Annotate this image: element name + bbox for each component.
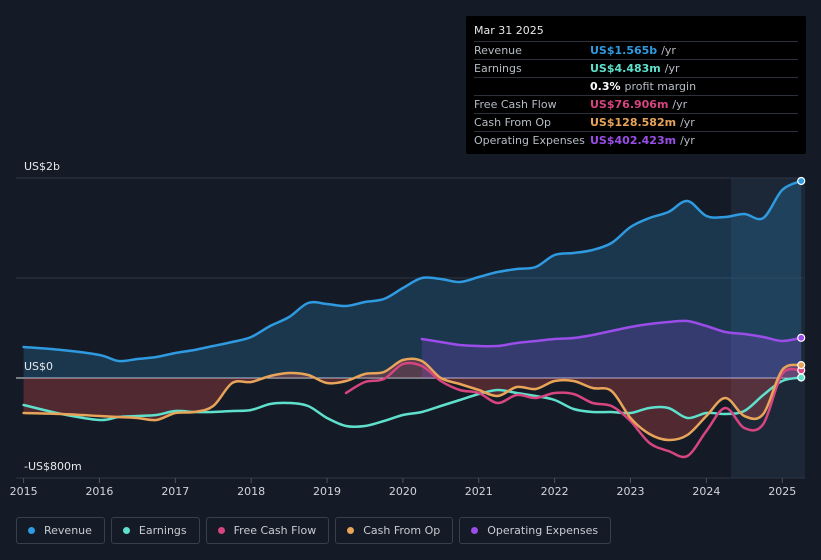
tooltip-row: Earnings US$4.483m/yr xyxy=(474,60,798,78)
free-cash-flow-line xyxy=(344,361,803,459)
cash-from-op-area xyxy=(23,358,802,441)
tooltip-label: Cash From Op xyxy=(474,116,552,129)
x-tick-label: 2022 xyxy=(541,485,569,498)
operating-expenses-area xyxy=(421,320,802,378)
y-label-bottom: -US$800m xyxy=(24,460,82,473)
tooltip-unit: profit margin xyxy=(624,80,697,93)
tooltip-row: Free Cash Flow US$76.906m/yr xyxy=(474,96,798,114)
tooltip-label: Free Cash Flow xyxy=(474,98,557,111)
tooltip-row: Revenue US$1.565b/yr xyxy=(474,42,798,60)
legend-dot-icon xyxy=(347,527,355,534)
legend-dot-icon xyxy=(217,527,225,534)
x-tick-label: 2019 xyxy=(313,485,341,498)
y-label-zero: US$0 xyxy=(24,360,54,373)
legend-label: Revenue xyxy=(44,524,92,537)
tooltip-label: Revenue xyxy=(474,44,522,57)
operating-expenses-line xyxy=(420,319,803,348)
tooltip-label xyxy=(474,78,590,95)
revenue-area xyxy=(23,181,802,378)
series-lines xyxy=(22,179,803,459)
tooltip-label: Earnings xyxy=(474,62,522,75)
tooltip-value: US$128.582m xyxy=(590,116,677,129)
series-endpoints xyxy=(797,176,806,382)
x-axis: 2015 2016 2017 2018 2019 2020 2021 2022 2023 2024… xyxy=(10,478,796,498)
earnings-endpoint xyxy=(797,373,806,382)
tooltip-row: Operating Expenses US$402.423m/yr xyxy=(474,132,798,149)
legend-dot-icon xyxy=(28,527,35,534)
data-tooltip: Mar 31 2025 Revenue US$1.565b/yr Earnings U… xyxy=(466,16,806,154)
x-tick-label: 2016 xyxy=(85,485,113,498)
x-tick-label: 2017 xyxy=(161,485,189,498)
x-tick-label: 2021 xyxy=(465,485,493,498)
tooltip-unit: /yr xyxy=(664,62,680,75)
cash-from-op-line xyxy=(22,357,803,442)
legend-label: Free Cash Flow xyxy=(233,524,317,537)
x-tick-label: 2023 xyxy=(617,485,645,498)
legend-item-cash-from-op[interactable]: Cash From Op xyxy=(335,517,454,544)
legend-item-free-cash-flow[interactable]: Free Cash Flow xyxy=(205,517,330,544)
tooltip-row: 0.3% profit margin xyxy=(474,78,798,96)
tooltip-date: Mar 31 2025 xyxy=(474,24,798,42)
legend-item-revenue[interactable]: Revenue xyxy=(16,517,105,544)
tooltip-value: US$76.906m xyxy=(590,98,669,111)
revenue-endpoint xyxy=(797,176,806,186)
legend: Revenue Earnings Free Cash Flow Cash From O… xyxy=(16,517,617,544)
tooltip-unit: /yr xyxy=(680,116,695,129)
tooltip-value: 0.3% xyxy=(590,80,621,93)
tooltip-row: Cash From Op US$128.582m/yr xyxy=(474,114,798,132)
x-tick-label: 2020 xyxy=(389,485,417,498)
x-tick-label: 2018 xyxy=(237,485,265,498)
tooltip-value: US$1.565b xyxy=(590,44,658,57)
legend-dot-icon xyxy=(471,527,479,534)
legend-label: Cash From Op xyxy=(363,524,441,537)
chart: 2015 2016 2017 2018 2019 2020 2021 2022 2023 2024… xyxy=(10,176,806,498)
revenue-line xyxy=(22,179,803,363)
tooltip-value: US$402.423m xyxy=(590,134,677,147)
cash-from-op-endpoint xyxy=(797,361,806,370)
legend-item-earnings[interactable]: Earnings xyxy=(110,517,200,544)
legend-item-operating-expenses[interactable]: Operating Expenses xyxy=(459,517,612,544)
legend-label: Operating Expenses xyxy=(487,524,599,537)
x-tick-label: 2025 xyxy=(768,485,796,498)
y-label-top: US$2b xyxy=(24,160,61,173)
tooltip-rows: Revenue US$1.565b/yr Earnings US$4.483m/yr 0… xyxy=(474,42,798,149)
tooltip-label: Operating Expenses xyxy=(474,134,585,147)
x-tick-label: 2015 xyxy=(10,485,38,498)
tooltip-unit: /yr xyxy=(680,134,695,147)
tooltip-unit: /yr xyxy=(672,98,688,111)
tooltip-unit: /yr xyxy=(661,44,676,57)
x-tick-label: 2024 xyxy=(692,485,720,498)
gridlines xyxy=(16,177,805,479)
legend-label: Earnings xyxy=(138,524,187,537)
legend-dot-icon xyxy=(122,527,130,534)
series-areas xyxy=(23,181,802,441)
tooltip-value: US$4.483m xyxy=(590,62,661,75)
operating-expenses-endpoint xyxy=(797,333,806,342)
